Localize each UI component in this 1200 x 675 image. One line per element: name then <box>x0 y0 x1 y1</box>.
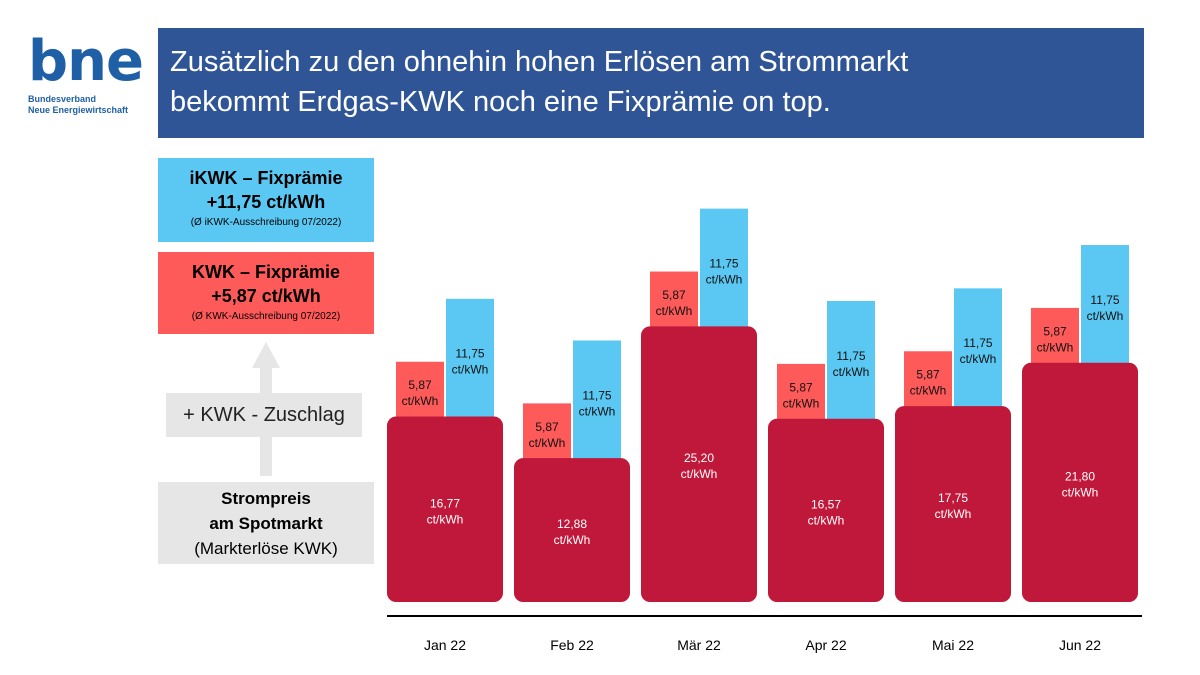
legend-ikwk-box: iKWK – Fixprämie +11,75 ct/kWh (Ø iKWK-A… <box>158 158 374 242</box>
stacked-bar-chart: 5,87 ct/kWh 11,75 ct/kWh 16,77 ct/kWh Jan 22 5,… <box>387 208 1142 653</box>
label-ikwk-premium: 11,75 ct/kWh <box>706 256 743 286</box>
legend-kwk-value: +5,87 ct/kWh <box>211 286 321 306</box>
bar-kwk-premium <box>523 403 571 467</box>
legend-kwk-note: (Ø KWK-Ausschreibung 07/2022) <box>191 311 341 322</box>
label-kwk-premium: 5,87 ct/kWh <box>656 288 693 318</box>
bar-spot-price <box>895 406 1011 602</box>
bar-ikwk-premium <box>700 208 748 335</box>
label-kwk-premium: 5,87 ct/kWh <box>402 378 439 408</box>
bar-kwk-premium <box>650 271 698 335</box>
x-tick-label: Apr 22 <box>805 637 846 653</box>
label-ikwk-premium: 11,75 ct/kWh <box>1087 293 1124 323</box>
label-kwk-premium: 5,87 ct/kWh <box>783 380 820 410</box>
bar-ikwk-premium <box>573 340 621 467</box>
bne-logo: bne Bundesverband Neue Energiewirtschaft <box>28 30 158 116</box>
x-tick-label: Feb 22 <box>550 637 594 653</box>
label-spot-price: 16,77 ct/kWh <box>427 496 464 526</box>
label-spot-price: 16,57 ct/kWh <box>808 497 845 527</box>
title-line-1: Zusätzlich zu den ohnehin hohen Erlösen … <box>170 46 909 78</box>
legend-spot-line2: am Spotmarkt <box>209 514 323 533</box>
label-ikwk-premium: 11,75 ct/kWh <box>452 347 489 377</box>
legend-spot-line1: Strompreis <box>221 489 311 508</box>
bar-ikwk-premium <box>827 300 875 427</box>
legend-ikwk-value: +11,75 ct/kWh <box>206 192 326 212</box>
title-line-2: bekommt Erdgas-KWK noch eine Fixprämie o… <box>170 86 831 118</box>
label-spot-price: 12,88 ct/kWh <box>554 517 591 547</box>
title-bar: Zusätzlich zu den ohnehin hohen Erlösen … <box>158 28 1144 138</box>
label-spot-price: 25,20 ct/kWh <box>681 451 718 481</box>
bar-kwk-premium <box>777 363 825 427</box>
bar-kwk-premium <box>1031 307 1079 371</box>
label-kwk-premium: 5,87 ct/kWh <box>529 420 566 450</box>
bar-spot-price <box>387 416 503 602</box>
legend-ikwk-title: iKWK – Fixprämie <box>189 168 343 188</box>
bar-ikwk-premium <box>1081 245 1129 371</box>
x-tick-label: Mai 22 <box>932 637 974 653</box>
bar-kwk-premium <box>904 351 952 415</box>
logo-text: bne <box>28 29 144 94</box>
logo-subtitle-line1: Bundesverband <box>28 94 97 104</box>
label-ikwk-premium: 11,75 ct/kWh <box>579 388 616 418</box>
legend-ikwk-note: (Ø iKWK-Ausschreibung 07/2022) <box>190 217 342 228</box>
bar-ikwk-premium <box>954 288 1002 415</box>
label-spot-price: 17,75 ct/kWh <box>935 491 972 521</box>
x-tick-label: Jun 22 <box>1059 637 1101 653</box>
legend-kwk-title: KWK – Fixprämie <box>191 262 341 282</box>
x-tick-label: Mär 22 <box>677 637 721 653</box>
bar-spot-price <box>768 418 884 602</box>
label-ikwk-premium: 11,75 ct/kWh <box>960 336 997 366</box>
legend-kwk-box: KWK – Fixprämie +5,87 ct/kWh (Ø KWK-Auss… <box>158 252 374 334</box>
up-arrow-icon <box>252 342 280 368</box>
label-kwk-premium: 5,87 ct/kWh <box>910 368 947 398</box>
label-spot-price: 21,80 ct/kWh <box>1062 469 1099 499</box>
bar-ikwk-premium <box>446 298 494 425</box>
bar-spot-price <box>514 458 630 602</box>
legend-zuschlag-box: + KWK - Zuschlag <box>166 393 362 437</box>
x-tick-label: Jan 22 <box>424 637 466 653</box>
legend-spot-line3: (Markterlöse KWK) <box>194 539 338 558</box>
bar-spot-price <box>641 326 757 602</box>
bar-spot-price <box>1022 362 1138 602</box>
label-kwk-premium: 5,87 ct/kWh <box>1037 324 1074 354</box>
bar-kwk-premium <box>396 361 444 425</box>
logo-subtitle-line2: Neue Energiewirtschaft <box>28 105 129 115</box>
legend-spot-box: Strompreis am Spotmarkt (Markterlöse KWK… <box>158 482 374 564</box>
label-ikwk-premium: 11,75 ct/kWh <box>833 349 870 379</box>
